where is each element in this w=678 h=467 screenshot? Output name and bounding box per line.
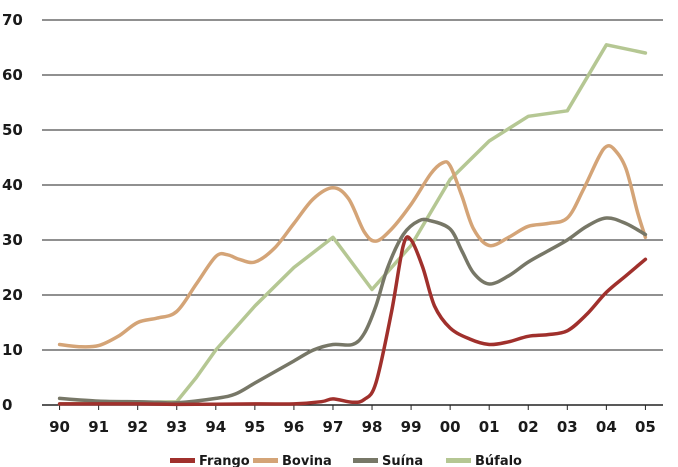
x-tick-label: 95	[244, 418, 265, 436]
x-tick-label: 03	[557, 418, 578, 436]
legend-label: Frango	[199, 454, 250, 467]
series-line-bovina	[57, 144, 648, 349]
legend: Frango Bovina Suína Búfalo	[170, 454, 522, 467]
series-line-suína	[57, 216, 648, 405]
y-tick-label: 40	[2, 176, 23, 194]
x-tick-label: 97	[323, 418, 344, 436]
x-tick-label: 93	[166, 418, 187, 436]
x-tick-label: 01	[479, 418, 500, 436]
x-tick-label: 94	[205, 418, 226, 436]
x-tick-label: 04	[596, 418, 617, 436]
y-tick-label: 70	[2, 11, 23, 29]
series-lines	[57, 43, 648, 407]
y-tick-label: 50	[2, 121, 23, 139]
legend-label: Búfalo	[475, 454, 522, 467]
x-tick-label: 90	[49, 418, 70, 436]
x-tick-label: 96	[283, 418, 304, 436]
x-tick-label: 05	[635, 418, 656, 436]
legend-swatch	[253, 458, 278, 463]
legend-swatch	[170, 458, 195, 463]
y-tick-label: 30	[2, 231, 23, 249]
y-axis-tick-labels: 0 10 20 30 40 50 60 70	[2, 11, 23, 414]
x-tick-label: 00	[440, 418, 461, 436]
x-tick-label: 98	[362, 418, 383, 436]
x-tick-label: 91	[88, 418, 109, 436]
legend-swatch	[446, 458, 471, 463]
series-line-frango	[57, 235, 648, 407]
gridlines	[42, 19, 663, 351]
x-axis: 90 91 92 93 94 95 96 97 98 99 00 01 02 03 04 05	[42, 404, 663, 436]
y-tick-label: 60	[2, 66, 23, 84]
y-tick-label: 10	[2, 341, 23, 359]
legend-label: Bovina	[282, 454, 332, 467]
series-line-búfalo	[57, 43, 648, 406]
x-tick-label: 99	[401, 418, 422, 436]
y-tick-label: 20	[2, 286, 23, 304]
x-tick-label: 92	[127, 418, 148, 436]
y-tick-label: 0	[2, 396, 12, 414]
x-tick-label: 02	[518, 418, 539, 436]
legend-swatch	[353, 458, 378, 463]
legend-label: Suína	[382, 454, 423, 467]
